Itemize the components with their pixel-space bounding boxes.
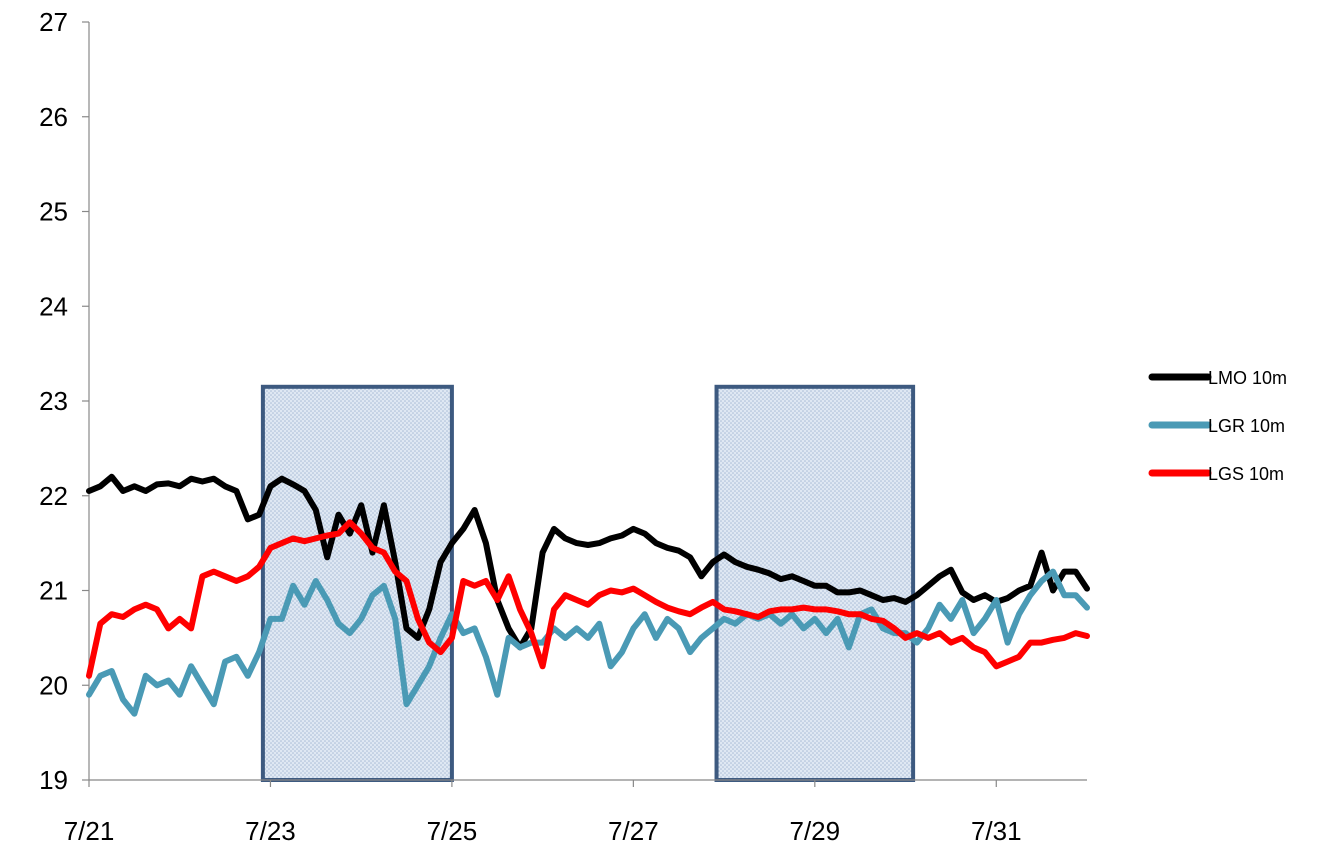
legend: LMO 10m LGR 10m LGS 10m (1148, 368, 1287, 484)
y-tick-label: 24 (39, 291, 68, 321)
legend-label-lgr-10m: LGR 10m (1208, 416, 1285, 436)
y-tick-label: 20 (39, 670, 68, 700)
y-tick-label: 23 (39, 386, 68, 416)
legend-label-lmo-10m: LMO 10m (1208, 368, 1287, 388)
y-tick-label: 26 (39, 102, 68, 132)
y-tick-label: 27 (39, 7, 68, 37)
series-line-lmo-10m (86, 473, 1090, 651)
legend-label-lgs-10m: LGS 10m (1208, 464, 1284, 484)
y-tick-label: 19 (39, 765, 68, 795)
highlight-regions (260, 384, 916, 782)
x-tick-label: 7/29 (790, 816, 841, 846)
y-tick-label: 21 (39, 576, 68, 606)
x-tick-label: 7/21 (64, 816, 115, 846)
x-tick-label: 7/23 (245, 816, 296, 846)
y-tick-label: 25 (39, 197, 68, 227)
series-lines (86, 473, 1090, 717)
highlight-region-1 (260, 384, 454, 782)
x-tick-label: 7/25 (427, 816, 478, 846)
series-line-lgr-10m (86, 568, 1090, 717)
series-line-lgs-10m (86, 519, 1090, 679)
x-tick-label: 7/31 (971, 816, 1022, 846)
y-tick-label: 22 (39, 481, 68, 511)
x-tick-label: 7/27 (608, 816, 659, 846)
axes: 19 20 21 22 23 24 25 26 27 7/21 7/23 7/25 7/27 7/29 7/… (39, 7, 1087, 846)
